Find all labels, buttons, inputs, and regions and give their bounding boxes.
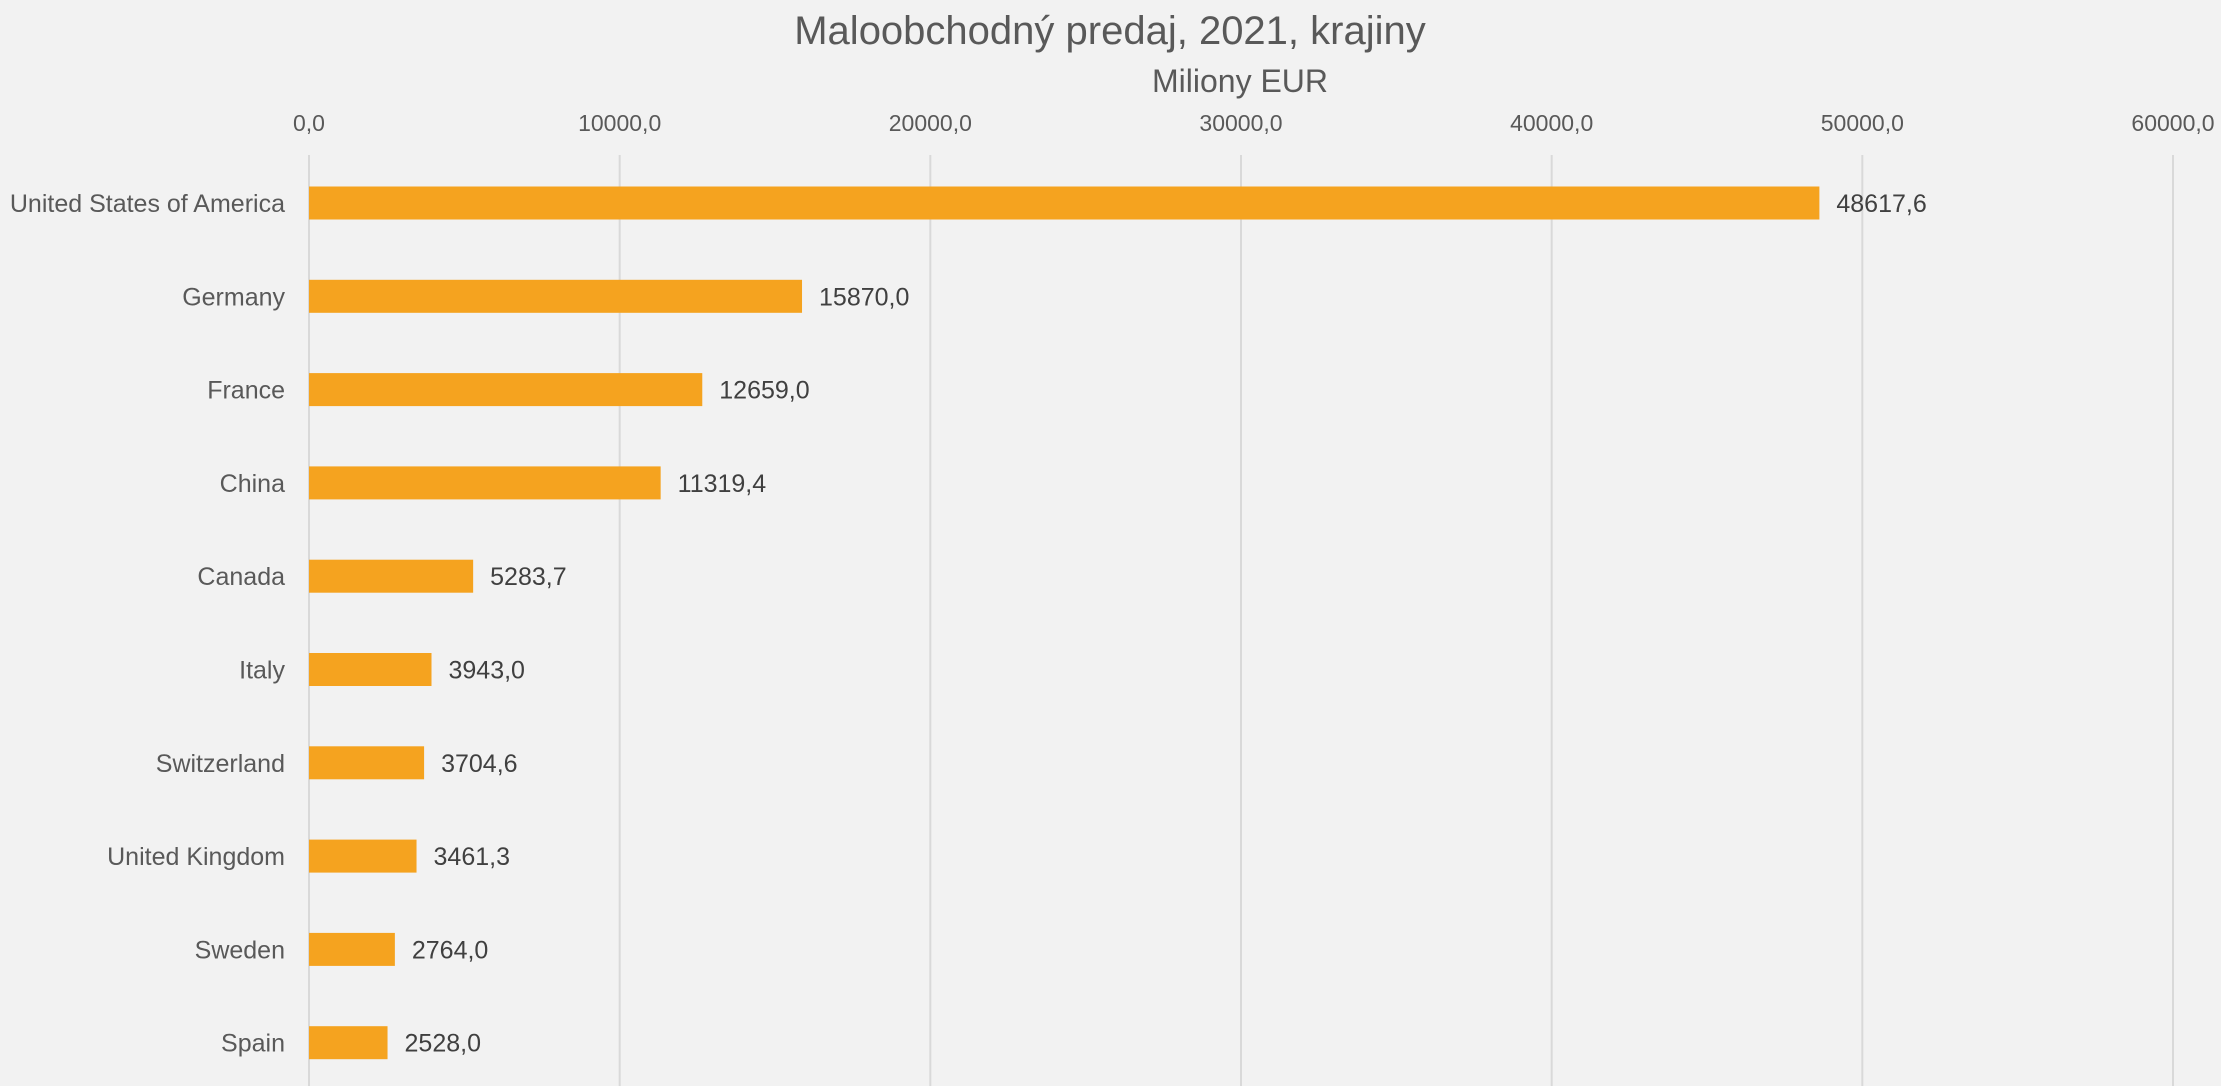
bars <box>309 186 1820 1060</box>
data-label: 48617,6 <box>1836 190 1926 218</box>
x-tick-label: 10000,0 <box>578 110 661 136</box>
category-labels: United States of America Germany France Chi… <box>10 190 286 1058</box>
data-label: 2764,0 <box>412 936 488 964</box>
category-label: Spain <box>221 1030 285 1058</box>
bar <box>309 653 432 686</box>
category-label: Germany <box>182 283 285 311</box>
data-label: 11319,4 <box>678 470 767 498</box>
bar <box>309 279 803 313</box>
data-label: 15870,0 <box>819 283 909 311</box>
bar <box>309 373 703 407</box>
bar <box>309 746 425 780</box>
category-label: Italy <box>239 657 285 685</box>
data-labels: 48617,6 15870,0 12659,0 11319,4 5283,7 3943,0… <box>405 190 1927 1058</box>
x-tick-label: 20000,0 <box>889 110 972 136</box>
x-tick-label: 60000,0 <box>2131 110 2214 136</box>
bar <box>309 186 1820 220</box>
x-axis-ticks: 0,0 10000,0 20000,0 30000,0 40000,0 50000,0 60… <box>293 110 2215 136</box>
category-label: France <box>207 377 285 405</box>
category-label: Canada <box>197 563 285 591</box>
bar <box>309 839 417 873</box>
x-tick-label: 0,0 <box>293 110 325 136</box>
category-label: Sweden <box>195 936 285 964</box>
category-label: United Kingdom <box>107 843 285 871</box>
data-label: 2528,0 <box>405 1030 481 1058</box>
bar <box>309 466 661 500</box>
data-label: 3943,0 <box>448 657 524 685</box>
category-label: China <box>220 470 285 498</box>
data-label: 5283,7 <box>490 563 566 591</box>
bar <box>309 1026 388 1060</box>
chart-title: Maloobchodný predaj, 2021, krajiny <box>794 9 1426 53</box>
bar <box>309 932 395 966</box>
bar <box>309 559 474 593</box>
data-label: 3461,3 <box>434 843 510 871</box>
x-tick-label: 40000,0 <box>1510 110 1593 136</box>
x-tick-label: 50000,0 <box>1821 110 1904 136</box>
data-label: 3704,6 <box>441 750 517 778</box>
data-label: 12659,0 <box>719 377 809 405</box>
category-label: United States of America <box>10 190 285 218</box>
x-tick-label: 30000,0 <box>1199 110 1282 136</box>
category-label: Switzerland <box>156 750 285 778</box>
x-axis-title: Miliony EUR <box>1152 63 1328 99</box>
